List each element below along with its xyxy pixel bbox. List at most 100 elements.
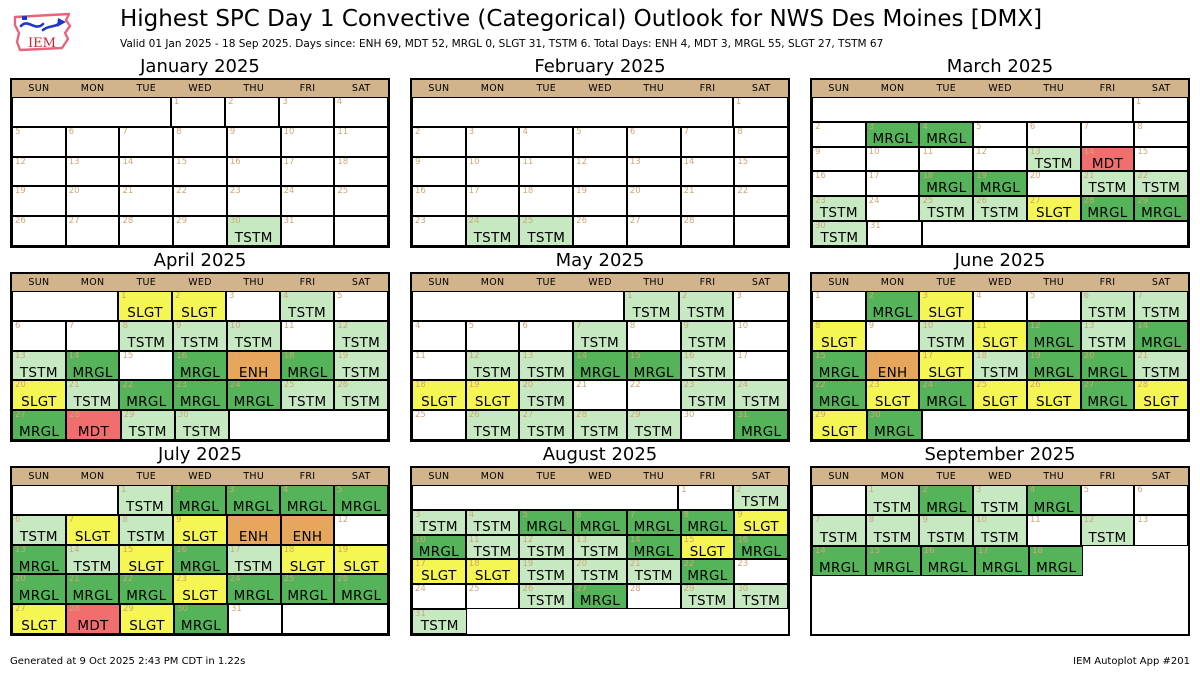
day-cell: 8 (1134, 121, 1189, 147)
category-label: MRGL (926, 394, 967, 411)
day-cell: 9 SLGT (734, 509, 789, 535)
weekday-label-sun: SUN (428, 83, 450, 94)
day-cell: 3 TSTM (973, 485, 1027, 516)
weekday-label-mon: MON (880, 471, 905, 482)
week-row: 18 SLGT 19 SLGT 20 TSTM 21 22 23 TSTM 24 TSTM (412, 380, 789, 411)
day-cell: 3 MRGL (865, 121, 920, 147)
category-label: TSTM (128, 424, 167, 440)
day-number: 17 (737, 350, 749, 361)
category-label: MDT (77, 618, 109, 634)
day-cell: 13 TSTM (1080, 320, 1135, 351)
category-label: MRGL (687, 518, 728, 535)
day-cell: 28 MDT (66, 604, 120, 634)
day-number: 16 (815, 171, 826, 182)
week-row: 29 SLGT 30 MRGL (812, 410, 1188, 440)
day-number: 3 (229, 291, 235, 301)
day-number: 1 (1135, 97, 1142, 107)
day-number: 30 (683, 410, 695, 421)
day-number: 28 (683, 216, 695, 227)
day-number: 19 (15, 186, 26, 197)
week-row: 14 MRGL 15 MRGL 16 MRGL 17 MRGL 18 MRGL (812, 545, 1188, 577)
day-number: 22 (122, 574, 134, 585)
category-label: MRGL (579, 518, 621, 535)
day-cell: 10 TSTM (973, 515, 1027, 546)
category-label: SLGT (821, 424, 858, 440)
day-cell: 6 (626, 126, 681, 157)
day-cell: 25 SLGT (973, 380, 1027, 411)
day-number: 8 (737, 126, 743, 137)
day-cell: 21 TSTM (65, 380, 120, 411)
category-label: TSTM (741, 493, 780, 510)
day-number: 22 (122, 380, 134, 391)
category-label: TSTM (688, 364, 727, 381)
category-label: TSTM (687, 304, 726, 321)
day-cell: 29 SLGT (812, 410, 867, 440)
empty-filler (812, 576, 1188, 634)
category-label: TSTM (873, 499, 912, 516)
day-number: 1 (681, 485, 687, 495)
day-cell: 20 (65, 186, 120, 217)
day-number: 22 (815, 380, 826, 391)
day-cell: 10 (734, 320, 789, 351)
day-cell: 24 MRGL (226, 574, 281, 605)
day-number: 12 (1029, 320, 1041, 331)
day-number: 10 (922, 320, 934, 331)
day-number: 20 (15, 574, 26, 585)
week-row: 9 10 11 12 13 TSTM 14 MDT 15 (812, 146, 1189, 172)
weekday-label-sun: SUN (428, 277, 450, 288)
day-cell: 10 TSTM (919, 320, 974, 351)
day-cell: 4 (333, 97, 388, 127)
day-number: 2 (175, 485, 181, 495)
day-number: 13 (15, 544, 26, 555)
day-number: 19 (576, 186, 587, 197)
category-label: TSTM (473, 518, 512, 535)
day-cell: 4 (519, 126, 574, 157)
category-label: ENH (238, 528, 269, 545)
day-number: 1 (815, 291, 821, 301)
weekday-header: SUN MON TUE WED THU FRI SAT (12, 80, 388, 97)
category-label: SLGT (1035, 205, 1072, 222)
blank-cell (734, 216, 789, 246)
day-cell: 11 SLGT (973, 320, 1027, 351)
day-number: 7 (576, 320, 582, 331)
day-number: 13 (629, 156, 641, 167)
day-cell: 21 TSTM (626, 559, 681, 585)
day-cell: 11 TSTM (465, 534, 520, 560)
day-cell: 18 SLGT (465, 559, 520, 585)
day-number: 19 (976, 171, 987, 182)
category-label: MRGL (179, 364, 221, 381)
week-row: 26 27 28 29 30 TSTM 31 (12, 216, 389, 246)
day-cell: 20 (626, 186, 681, 217)
day-number: 7 (122, 126, 128, 137)
day-number: 29 (629, 410, 641, 421)
category-label: MRGL (341, 588, 382, 605)
day-cell: 25 TSTM (519, 216, 574, 246)
day-cell: 28 (119, 216, 174, 246)
weekday-label-mon: MON (480, 471, 505, 482)
day-cell: 30 TSTM (174, 410, 230, 440)
weekday-label-sat: SAT (351, 277, 371, 288)
day-cell: 9 TSTM (173, 320, 227, 351)
day-cell: 2 MRGL (865, 291, 920, 321)
day-number: 9 (229, 126, 236, 137)
day-cell: 26 TSTM (465, 410, 520, 440)
day-cell: 17 TSTM (226, 544, 281, 575)
category-label: MRGL (126, 588, 167, 605)
day-number: 14 (1083, 146, 1095, 157)
day-cell: 19 MRGL (973, 171, 1027, 197)
category-label: TSTM (527, 364, 566, 381)
category-label: MRGL (180, 618, 222, 634)
day-cell: 24 MRGL (226, 380, 281, 411)
day-number: 25 (976, 380, 987, 391)
day-cell: 15 MRGL (812, 350, 866, 381)
day-cell: 16 (226, 156, 281, 187)
day-number: 28 (1137, 380, 1149, 391)
day-number: 6 (522, 320, 528, 331)
day-cell: 25 (465, 584, 520, 610)
day-number: 20 (522, 380, 534, 391)
day-number: 16 (415, 186, 426, 197)
blank-cell (12, 97, 171, 127)
day-number: 25 (283, 574, 295, 585)
category-label: SLGT (928, 364, 965, 381)
